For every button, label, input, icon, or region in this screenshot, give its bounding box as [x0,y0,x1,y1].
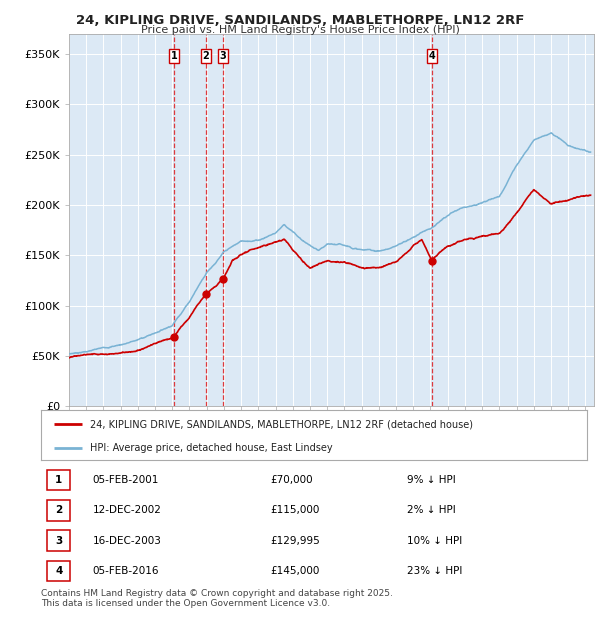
Text: £129,995: £129,995 [270,536,320,546]
FancyBboxPatch shape [47,500,70,521]
Text: 16-DEC-2003: 16-DEC-2003 [92,536,161,546]
Text: HPI: Average price, detached house, East Lindsey: HPI: Average price, detached house, East… [90,443,332,453]
Text: 3: 3 [220,51,226,61]
Text: Contains HM Land Registry data © Crown copyright and database right 2025.: Contains HM Land Registry data © Crown c… [41,589,392,598]
FancyBboxPatch shape [47,530,70,551]
Text: 2: 2 [202,51,209,61]
Text: 24, KIPLING DRIVE, SANDILANDS, MABLETHORPE, LN12 2RF: 24, KIPLING DRIVE, SANDILANDS, MABLETHOR… [76,14,524,27]
Text: 1: 1 [55,475,62,485]
Text: 1: 1 [170,51,177,61]
FancyBboxPatch shape [47,560,70,581]
Text: 3: 3 [55,536,62,546]
Text: 4: 4 [55,566,62,576]
Text: 23% ↓ HPI: 23% ↓ HPI [407,566,462,576]
Text: 2: 2 [55,505,62,515]
Text: 4: 4 [428,51,436,61]
Text: 05-FEB-2016: 05-FEB-2016 [92,566,159,576]
Text: 10% ↓ HPI: 10% ↓ HPI [407,536,462,546]
Text: 2% ↓ HPI: 2% ↓ HPI [407,505,455,515]
Text: £70,000: £70,000 [270,475,313,485]
Text: £145,000: £145,000 [270,566,319,576]
Text: 12-DEC-2002: 12-DEC-2002 [92,505,161,515]
Text: Price paid vs. HM Land Registry's House Price Index (HPI): Price paid vs. HM Land Registry's House … [140,25,460,35]
Text: 24, KIPLING DRIVE, SANDILANDS, MABLETHORPE, LN12 2RF (detached house): 24, KIPLING DRIVE, SANDILANDS, MABLETHOR… [90,419,473,429]
Text: 9% ↓ HPI: 9% ↓ HPI [407,475,455,485]
FancyBboxPatch shape [47,470,70,490]
Text: £115,000: £115,000 [270,505,319,515]
Text: 05-FEB-2001: 05-FEB-2001 [92,475,159,485]
Text: This data is licensed under the Open Government Licence v3.0.: This data is licensed under the Open Gov… [41,599,330,608]
